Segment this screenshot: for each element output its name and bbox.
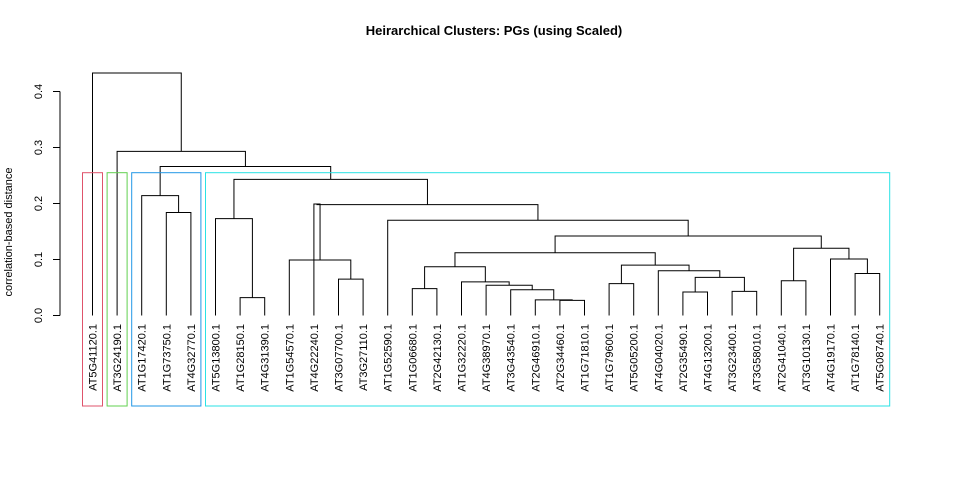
leaf-label: AT5G08740.1 [875,324,887,392]
leaf-label: AT2G35490.1 [678,324,690,392]
leaf-label: AT3G10130.1 [801,324,813,392]
dendrogram-link [239,297,266,316]
dendrogram-link [830,258,868,316]
dendrogram-link [682,291,708,316]
leaf-label: AT3G24190.1 [112,324,124,392]
dendrogram-link [559,299,585,316]
dendrogram-link [424,266,486,289]
dendrogram-link [854,273,881,316]
dendrogram-link [411,288,438,316]
y-tick-label: 0.1 [33,252,45,267]
leaf-label: AT3G58010.1 [752,324,764,392]
leaf-label: AT3G27110.1 [358,324,370,391]
leaf-label: AT1G06680.1 [407,324,419,392]
dendrogram-link [316,204,539,221]
chart-title: Heirarchical Clusters: PGs (using Scaled… [366,23,622,38]
leaf-label: AT5G05200.1 [629,324,641,392]
dendrogram-link [554,235,822,253]
leaf-label: AT1G78140.1 [850,324,862,392]
dendrogram-link [620,264,690,284]
leaf-label: AT2G34460.1 [555,324,567,392]
dendrogram-link [159,166,332,196]
dendrogram-link [387,219,689,316]
dendrogram-link [534,299,573,316]
y-axis-label: correlation-based distance [3,167,15,296]
dendrogram-link [461,281,510,316]
leaf-label: AT1G28150.1 [235,324,247,392]
dendrogram-link [233,178,428,219]
cluster-box [205,172,891,407]
leaf-label: AT3G07700.1 [334,324,346,392]
dendrogram-link [288,259,352,316]
leaf-label: AT2G41040.1 [776,324,788,392]
dendrogram-link [608,283,635,316]
leaf-label: AT4G13200.1 [703,324,715,392]
leaf-label: AT1G71810.1 [580,324,592,392]
dendrogram-link [165,211,192,316]
dendrogram-link [116,150,246,316]
dendrogram-link [141,195,180,316]
cluster-box [106,172,128,407]
dendrogram-link [215,218,253,316]
y-tick-label: 0.4 [33,84,45,99]
leaf-label: AT5G13800.1 [211,324,223,392]
dendrogram-links [92,72,881,316]
cluster-boxes [82,172,891,407]
leaf-label: AT1G73750.1 [161,324,173,392]
cluster-box [82,172,103,407]
y-tick-label: 0.3 [33,140,45,155]
dendrogram-link [338,278,364,316]
y-tick-label: 0.2 [33,196,45,211]
leaf-label: AT4G38970.1 [481,324,493,392]
leaf-label: AT1G79600.1 [604,324,616,392]
dendrogram-link [793,247,850,281]
leaf-labels: AT5G41120.1 AT3G24190.1 AT1G17420.1 AT1G737… [88,324,887,392]
cluster-box [131,172,202,407]
y-axis: 0.0 0.1 0.2 0.3 0.4 [33,84,61,323]
leaf-label: AT1G17420.1 [137,324,149,392]
dendrogram-link [510,289,555,316]
leaf-label: AT3G43540.1 [506,324,518,392]
leaf-label: AT2G42130.1 [432,324,444,392]
leaf-label: AT4G31390.1 [260,324,272,392]
leaf-label: AT3G23400.1 [727,324,739,392]
leaf-label: AT1G52590.1 [383,324,395,392]
leaf-label: AT1G32220.1 [457,324,469,392]
leaf-label: AT4G19170.1 [826,324,838,392]
leaf-label: AT4G22240.1 [309,324,321,392]
leaf-label: AT4G04020.1 [653,324,665,392]
y-tick-label: 0.0 [33,308,45,323]
leaf-label: AT2G46910.1 [530,324,542,392]
leaf-label: AT5G41120.1 [88,324,100,391]
leaf-label: AT1G54570.1 [284,324,296,392]
dendrogram-link [92,72,182,316]
dendrogram-link [780,280,807,316]
dendrogram-link [694,276,745,292]
dendrogram-link [731,290,758,316]
leaf-label: AT4G32770.1 [186,324,198,392]
